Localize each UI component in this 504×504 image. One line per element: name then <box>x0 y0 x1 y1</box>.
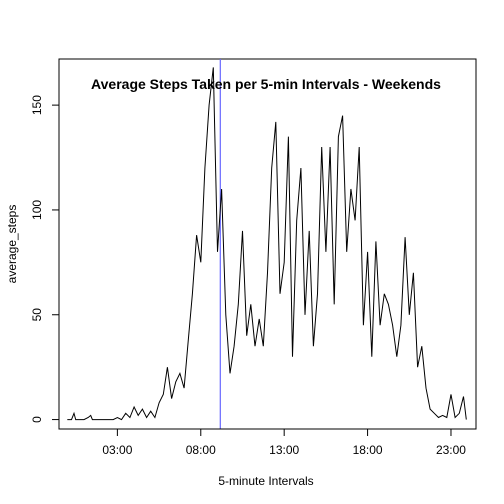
y-axis-label: average_steps <box>5 205 19 284</box>
chart-title: Average Steps Taken per 5-min Intervals … <box>91 76 441 92</box>
y-axis: 0 50 100 150 <box>30 95 60 423</box>
series-layer <box>67 67 467 421</box>
x-tick-label: 03:00 <box>102 443 132 457</box>
x-tick-label: 13:00 <box>269 443 299 457</box>
x-tick-label: 23:00 <box>436 443 466 457</box>
y-tick-label: 150 <box>30 95 44 115</box>
x-tick-label: 08:00 <box>186 443 216 457</box>
x-tick-label: 18:00 <box>353 443 383 457</box>
series-line-0 <box>67 67 467 421</box>
y-tick-label: 100 <box>30 200 44 220</box>
x-axis: 03:00 08:00 13:00 18:00 23:00 <box>102 428 466 457</box>
y-tick-label: 50 <box>30 308 44 322</box>
x-axis-label: 5-minute Intervals <box>218 474 313 488</box>
y-tick-label: 0 <box>30 416 44 423</box>
